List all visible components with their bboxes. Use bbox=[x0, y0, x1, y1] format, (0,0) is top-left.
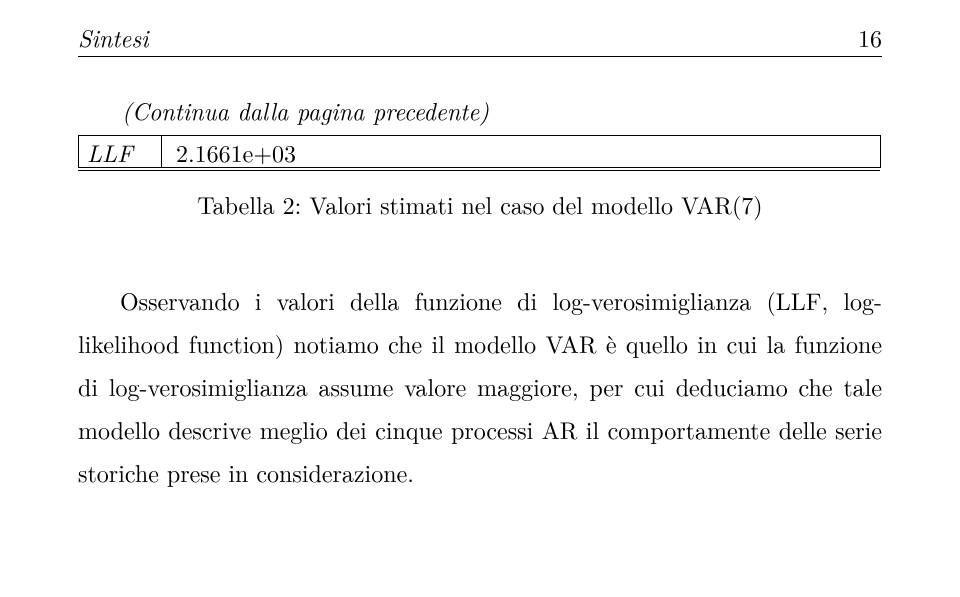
page-header: Sintesi 16 bbox=[78, 20, 882, 54]
document-page: Sintesi 16 (Continua dalla pagina preced… bbox=[0, 0, 960, 597]
table-bottom-rule-2 bbox=[78, 170, 882, 171]
table-row: LLF 2.1661e+03 bbox=[78, 135, 882, 168]
header-rule bbox=[78, 56, 882, 57]
table-cell-label: LLF bbox=[78, 135, 162, 168]
continuation-note: (Continua dalla pagina precedente) bbox=[122, 93, 882, 127]
paragraph-text: Osservando i valori della funzione di lo… bbox=[78, 283, 882, 489]
page-number: 16 bbox=[858, 20, 882, 54]
body-paragraph: Osservando i valori della funzione di lo… bbox=[78, 279, 882, 494]
header-title: Sintesi bbox=[78, 20, 149, 54]
table-caption: Tabella 2: Valori stimati nel caso del m… bbox=[78, 187, 882, 221]
table-bottom-rule bbox=[78, 167, 882, 168]
table-cell-value: 2.1661e+03 bbox=[161, 135, 881, 168]
